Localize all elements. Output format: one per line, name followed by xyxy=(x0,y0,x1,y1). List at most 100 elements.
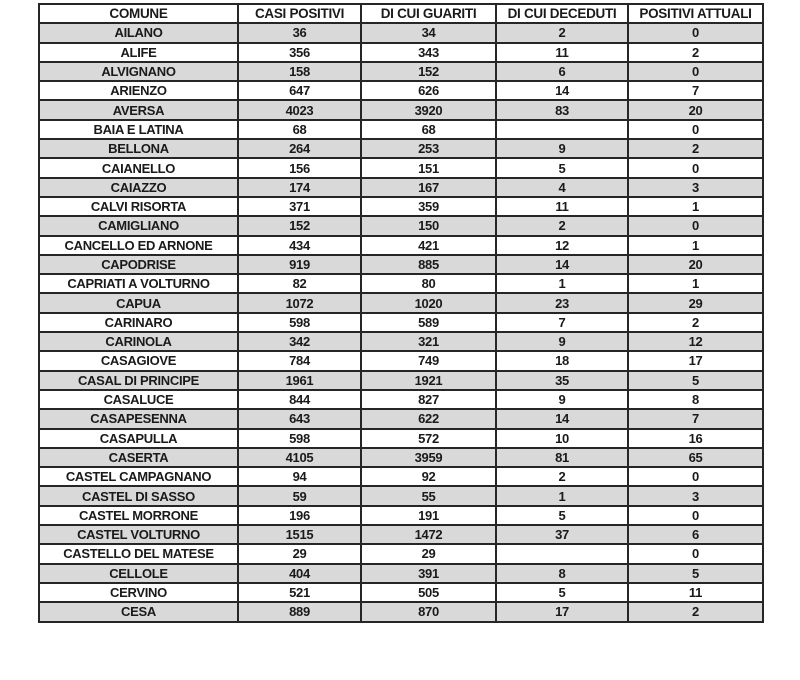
value-cell: 1472 xyxy=(360,524,497,546)
value-cell: 264 xyxy=(237,138,362,160)
table-row: CARINOLA 342 321 9 12 xyxy=(38,331,764,353)
comune-cell: CASTELLO DEL MATESE xyxy=(38,543,239,565)
value-cell: 151 xyxy=(360,157,497,179)
value-cell: 342 xyxy=(237,331,362,353)
comune-cell: CALVI RISORTA xyxy=(38,195,239,218)
value-cell: 870 xyxy=(360,601,497,623)
value-cell: 1921 xyxy=(360,369,497,391)
value-cell: 6 xyxy=(627,524,764,546)
value-cell: 421 xyxy=(360,234,497,256)
value-cell: 20 xyxy=(627,99,764,121)
comune-cell: CASAL DI PRINCIPE xyxy=(38,369,239,391)
value-cell: 167 xyxy=(360,176,497,198)
value-cell: 9 xyxy=(495,388,629,411)
table-row: BAIA E LATINA 68 68 0 xyxy=(38,118,764,141)
value-cell: 20 xyxy=(627,253,764,276)
value-cell: 82 xyxy=(237,273,362,295)
value-cell: 92 xyxy=(360,466,497,488)
comune-cell: CARINARO xyxy=(38,311,239,334)
value-cell: 1 xyxy=(495,485,629,507)
table-row: CASTEL CAMPAGNANO 94 92 2 0 xyxy=(38,466,764,488)
value-cell: 152 xyxy=(237,215,362,237)
value-cell: 81 xyxy=(495,446,629,469)
value-cell: 844 xyxy=(237,388,362,411)
table-row: CASAPESENNA 643 622 14 7 xyxy=(38,408,764,430)
table-row: CAPODRISE 919 885 14 20 xyxy=(38,253,764,276)
value-cell: 2 xyxy=(495,22,629,44)
comune-cell: ALVIGNANO xyxy=(38,60,239,83)
table-row: CAMIGLIANO 152 150 2 0 xyxy=(38,215,764,237)
value-cell: 83 xyxy=(495,99,629,121)
value-cell: 7 xyxy=(627,80,764,102)
value-cell: 1961 xyxy=(237,369,362,391)
table-row: CAIAZZO 174 167 4 3 xyxy=(38,176,764,198)
value-cell: 919 xyxy=(237,253,362,276)
table-row: CAIANELLO 156 151 5 0 xyxy=(38,157,764,179)
table-row: CELLOLE 404 391 8 5 xyxy=(38,562,764,584)
table-row: CAPUA 1072 1020 23 29 xyxy=(38,292,764,314)
comune-cell: CAMIGLIANO xyxy=(38,215,239,237)
table-header: COMUNE CASI POSITIVI DI CUI GUARITI DI CUI … xyxy=(38,2,764,25)
value-cell: 7 xyxy=(627,408,764,430)
value-cell: 359 xyxy=(360,195,497,218)
comune-cell: CAPODRISE xyxy=(38,253,239,276)
value-cell: 4023 xyxy=(237,99,362,121)
comune-cell: CASTEL DI SASSO xyxy=(38,485,239,507)
value-cell: 80 xyxy=(360,273,497,295)
table-row: CASTEL MORRONE 196 191 5 0 xyxy=(38,504,764,527)
comune-cell: CASTEL MORRONE xyxy=(38,504,239,527)
comune-cell: CANCELLO ED ARNONE xyxy=(38,234,239,256)
value-cell: 3959 xyxy=(360,446,497,469)
value-cell: 5 xyxy=(627,369,764,391)
value-cell: 0 xyxy=(627,504,764,527)
value-cell: 29 xyxy=(237,543,362,565)
value-cell: 34 xyxy=(360,22,497,44)
table-row: CAPRIATI A VOLTURNO 82 80 1 1 xyxy=(38,273,764,295)
value-cell: 29 xyxy=(627,292,764,314)
comune-cell: CASAGIOVE xyxy=(38,350,239,372)
table-row: CASALUCE 844 827 9 8 xyxy=(38,388,764,411)
table-row: CASTELLO DEL MATESE 29 29 0 xyxy=(38,543,764,565)
value-cell: 36 xyxy=(237,22,362,44)
comune-cell: CERVINO xyxy=(38,581,239,604)
value-cell: 16 xyxy=(627,427,764,449)
value-cell: 6 xyxy=(495,60,629,83)
table-row: CALVI RISORTA 371 359 11 1 xyxy=(38,195,764,218)
value-cell: 2 xyxy=(627,41,764,63)
value-cell: 1515 xyxy=(237,524,362,546)
value-cell: 321 xyxy=(360,331,497,353)
table-row: CASAPULLA 598 572 10 16 xyxy=(38,427,764,449)
value-cell: 343 xyxy=(360,41,497,63)
comune-cell: ALIFE xyxy=(38,41,239,63)
comune-cell: CASAPULLA xyxy=(38,427,239,449)
value-cell: 14 xyxy=(495,253,629,276)
comune-cell: CARINOLA xyxy=(38,331,239,353)
value-cell: 8 xyxy=(627,388,764,411)
value-cell: 8 xyxy=(495,562,629,584)
covid-comuni-table-container: COMUNE CASI POSITIVI DI CUI GUARITI DI CUI … xyxy=(38,2,764,623)
value-cell: 14 xyxy=(495,80,629,102)
value-cell: 0 xyxy=(627,466,764,488)
value-cell: 152 xyxy=(360,60,497,83)
value-cell: 391 xyxy=(360,562,497,584)
value-cell: 68 xyxy=(360,118,497,141)
table-row: CASAGIOVE 784 749 18 17 xyxy=(38,350,764,372)
column-header: DI CUI GUARITI xyxy=(360,2,497,25)
table-row: AVERSA 4023 3920 83 20 xyxy=(38,99,764,121)
value-cell: 827 xyxy=(360,388,497,411)
value-cell: 11 xyxy=(495,41,629,63)
table-row: CASTEL DI SASSO 59 55 1 3 xyxy=(38,485,764,507)
comune-cell: CELLOLE xyxy=(38,562,239,584)
value-cell: 9 xyxy=(495,138,629,160)
value-cell: 5 xyxy=(495,504,629,527)
value-cell: 7 xyxy=(495,311,629,334)
value-cell: 356 xyxy=(237,41,362,63)
value-cell: 0 xyxy=(627,22,764,44)
covid-comuni-table: COMUNE CASI POSITIVI DI CUI GUARITI DI CUI … xyxy=(38,2,764,623)
value-cell: 5 xyxy=(495,157,629,179)
value-cell: 10 xyxy=(495,427,629,449)
value-cell: 37 xyxy=(495,524,629,546)
comune-cell: BELLONA xyxy=(38,138,239,160)
value-cell: 371 xyxy=(237,195,362,218)
value-cell: 0 xyxy=(627,215,764,237)
